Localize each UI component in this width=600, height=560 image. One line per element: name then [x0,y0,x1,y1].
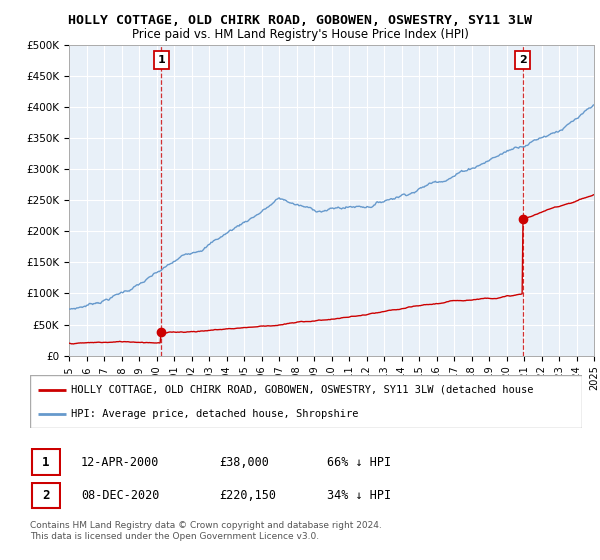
Text: 2: 2 [42,489,49,502]
Text: 1: 1 [42,455,49,469]
Text: HOLLY COTTAGE, OLD CHIRK ROAD, GOBOWEN, OSWESTRY, SY11 3LW (detached house: HOLLY COTTAGE, OLD CHIRK ROAD, GOBOWEN, … [71,385,534,395]
Text: 34% ↓ HPI: 34% ↓ HPI [327,489,391,502]
Text: 12-APR-2000: 12-APR-2000 [81,455,160,469]
Text: Contains HM Land Registry data © Crown copyright and database right 2024.: Contains HM Land Registry data © Crown c… [30,521,382,530]
Text: This data is licensed under the Open Government Licence v3.0.: This data is licensed under the Open Gov… [30,532,319,541]
Text: £220,150: £220,150 [219,489,276,502]
Text: Price paid vs. HM Land Registry's House Price Index (HPI): Price paid vs. HM Land Registry's House … [131,28,469,41]
Text: 2: 2 [519,55,526,66]
Text: 08-DEC-2020: 08-DEC-2020 [81,489,160,502]
Text: 1: 1 [158,55,165,66]
Text: HPI: Average price, detached house, Shropshire: HPI: Average price, detached house, Shro… [71,409,359,419]
Text: 66% ↓ HPI: 66% ↓ HPI [327,455,391,469]
Text: £38,000: £38,000 [219,455,269,469]
Text: HOLLY COTTAGE, OLD CHIRK ROAD, GOBOWEN, OSWESTRY, SY11 3LW: HOLLY COTTAGE, OLD CHIRK ROAD, GOBOWEN, … [68,14,532,27]
